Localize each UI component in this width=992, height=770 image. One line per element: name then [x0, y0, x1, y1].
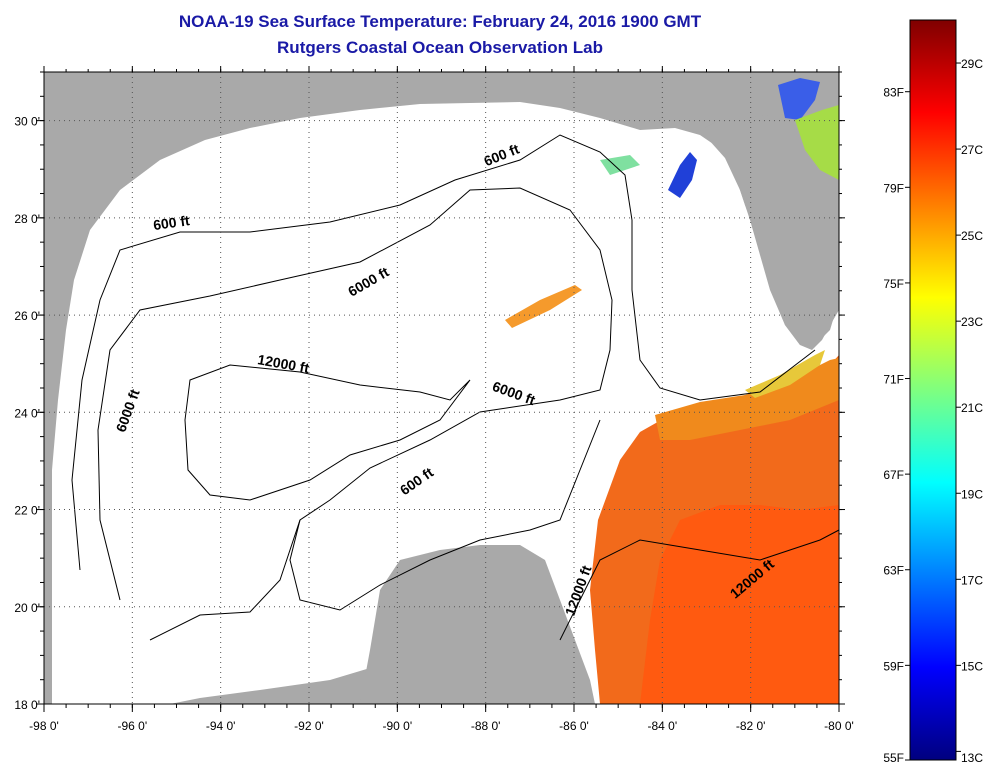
florida-land [700, 110, 839, 345]
map-title: NOAA-19 Sea Surface Temperature: Februar… [178, 12, 702, 31]
contour-label: 600 ft [152, 212, 191, 233]
map-subtitle: Rutgers Coastal Ocean Observation Lab [277, 38, 603, 57]
colorbar-f-label: 75F [883, 277, 904, 291]
colorbar-f-label: 67F [883, 468, 904, 482]
colorbar-c-label: 23C [961, 315, 983, 329]
lat-tick-label: 18 0' [14, 698, 40, 712]
lon-tick-label: -84 0' [648, 719, 678, 733]
lat-tick-label: 20 0' [14, 601, 40, 615]
lon-tick-label: -80 0' [824, 719, 854, 733]
colorbar-c-label: 15C [961, 659, 983, 673]
colorbar-f-label: 79F [883, 181, 904, 195]
central-sst-streak [505, 285, 582, 328]
colorbar-f-label: 59F [883, 659, 904, 673]
warm-sst-cuba-inner [640, 505, 839, 704]
colorbar-c-label: 25C [961, 229, 983, 243]
lon-tick-label: -96 0' [118, 719, 148, 733]
lat-tick-label: 28 0' [14, 212, 40, 226]
contour-6000ft [97, 187, 613, 641]
cool-sst-east-coast [778, 78, 820, 120]
contour-12000ft-caribbean [559, 529, 839, 641]
lon-tick-label: -88 0' [471, 719, 501, 733]
colorbar-f-label: 71F [883, 373, 904, 387]
colorbar-c-label: 21C [961, 401, 983, 415]
colorbar-c-label: 19C [961, 487, 983, 501]
colorbar-c-label: 13C [961, 751, 983, 765]
colorbar-c-label: 27C [961, 143, 983, 157]
contour-12000ft [184, 364, 471, 501]
lon-tick-label: -90 0' [383, 719, 413, 733]
lat-tick-label: 24 0' [14, 406, 40, 420]
lon-tick-label: -98 0' [29, 719, 59, 733]
colorbar-c-label: 17C [961, 573, 983, 587]
lon-tick-label: -92 0' [294, 719, 324, 733]
lon-tick-label: -94 0' [206, 719, 236, 733]
colorbar-c-label: 29C [961, 57, 983, 71]
colorbar-f-label: 83F [883, 86, 904, 100]
lon-tick-label: -82 0' [736, 719, 766, 733]
west-florida-sst [600, 155, 640, 175]
contour-600ft [71, 134, 816, 571]
cool-sst-panhandle [668, 152, 697, 198]
yucatan-land [360, 545, 595, 704]
mild-sst-east-coast [795, 105, 839, 180]
colorbar-f-label: 63F [883, 564, 904, 578]
colorbar [909, 19, 957, 761]
lon-tick-label: -86 0' [559, 719, 589, 733]
lat-tick-label: 22 0' [14, 504, 40, 518]
florida-keys-sst [745, 350, 825, 398]
colorbar-f-label: 55F [883, 751, 904, 765]
lat-tick-label: 30 0' [14, 115, 40, 129]
contour-600ft-yucatan [289, 419, 601, 611]
lat-tick-label: 26 0' [14, 309, 40, 323]
